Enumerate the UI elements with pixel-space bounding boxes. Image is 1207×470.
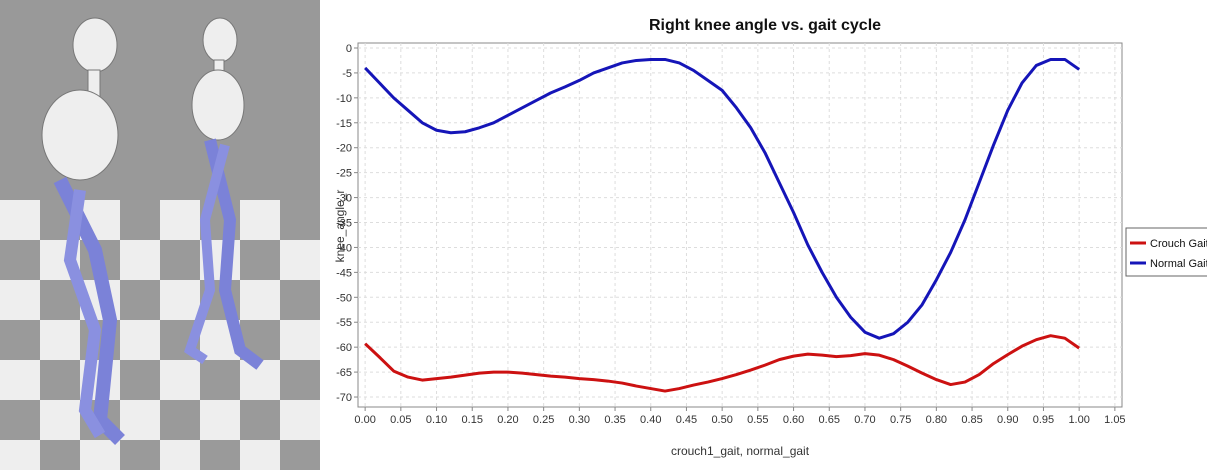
skeleton-right <box>184 17 264 370</box>
y-tick-label: -5 <box>342 68 352 80</box>
x-tick-label: 0.35 <box>604 414 625 426</box>
legend-label: Normal Gait <box>1150 258 1207 270</box>
y-tick-label: -25 <box>336 168 352 180</box>
y-tick-label: -50 <box>336 292 352 304</box>
y-tick-label: -70 <box>336 392 352 404</box>
y-tick-label: -15 <box>336 118 352 130</box>
y-tick-label: -65 <box>336 367 352 379</box>
x-tick-label: 0.15 <box>462 414 483 426</box>
chart-title: Right knee angle vs. gait cycle <box>649 17 881 34</box>
x-tick-label: 0.80 <box>926 414 947 426</box>
y-tick-label: -20 <box>336 143 352 155</box>
chart-layer: 0 -5 -10 -15 -20 -25 -30 -35 -40 -45 -50 -55 -60 -65 -… <box>336 43 1207 426</box>
skeleton-left <box>41 17 125 445</box>
x-tick-label: 0.45 <box>676 414 697 426</box>
x-tick-label: 0.40 <box>640 414 661 426</box>
x-tick-label: 0.75 <box>890 414 911 426</box>
x-tick-label: 0.25 <box>533 414 554 426</box>
y-tick-label: -40 <box>336 242 352 254</box>
x-tick-label: 1.05 <box>1104 414 1125 426</box>
plot-area <box>357 42 1123 408</box>
legend-box <box>1125 227 1207 277</box>
x-tick-label: 0.20 <box>497 414 518 426</box>
x-tick-label: 0.85 <box>961 414 982 426</box>
y-tick-label: -60 <box>336 342 352 354</box>
series-line <box>364 334 1081 393</box>
series-line <box>364 57 1081 340</box>
legend-label: Crouch Gait <box>1150 238 1207 250</box>
x-tick-label: 0.05 <box>390 414 411 426</box>
y-tick-label: -10 <box>336 93 352 105</box>
x-tick-label: 1.00 <box>1068 414 1089 426</box>
x-tick-label: 0.55 <box>747 414 768 426</box>
x-tick-label: 0.70 <box>854 414 875 426</box>
x-axis-label: crouch1_gait, normal_gait <box>671 444 810 458</box>
y-tick-label: -45 <box>336 267 352 279</box>
y-tick-label: -55 <box>336 317 352 329</box>
x-tick-label: 0.00 <box>354 414 375 426</box>
x-tick-label: 0.95 <box>1033 414 1054 426</box>
x-tick-label: 0.10 <box>426 414 447 426</box>
simulation-render <box>0 0 320 470</box>
x-tick-label: 0.50 <box>711 414 732 426</box>
x-tick-label: 0.30 <box>569 414 590 426</box>
y-tick-label: -35 <box>336 218 352 230</box>
y-tick-label: -30 <box>336 193 352 205</box>
x-tick-label: 0.65 <box>819 414 840 426</box>
x-tick-label: 0.90 <box>997 414 1018 426</box>
y-tick-label: 0 <box>346 43 352 55</box>
y-axis-label: knee_angle_r <box>333 190 347 263</box>
x-tick-label: 0.60 <box>783 414 804 426</box>
